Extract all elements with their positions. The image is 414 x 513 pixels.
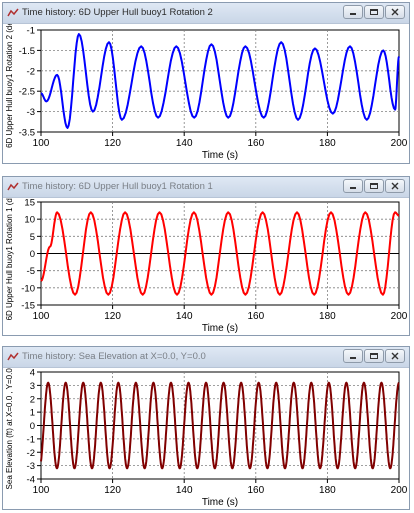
x-tick-label: 180: [319, 485, 336, 496]
x-tick-label: 100: [33, 311, 50, 322]
x-tick-label: 160: [247, 311, 264, 322]
window-titlebar[interactable]: Time history: Sea Elevation at X=0.0, Y=…: [3, 347, 409, 368]
minimize-button[interactable]: [343, 5, 363, 19]
y-tick-label: 10: [24, 215, 35, 226]
sea-elevation-window: Time history: Sea Elevation at X=0.0, Y=…: [2, 346, 410, 510]
x-tick-label: 140: [176, 311, 193, 322]
close-button[interactable]: [385, 179, 405, 193]
rotation-1-chart: 100 120 140 160 180 200 15 10 5 0 -5 -10 -15 Time (s)…: [5, 198, 408, 334]
maximize-button[interactable]: [364, 349, 384, 363]
window-titlebar[interactable]: Time history: 6D Upper Hull buoy1 Rotati…: [3, 177, 409, 198]
maximize-icon: [370, 9, 378, 15]
y-tick-label: -2: [27, 66, 35, 77]
y-tick-label: -2: [27, 448, 35, 459]
close-icon: [391, 182, 399, 190]
y-tick-label: -10: [21, 283, 35, 294]
close-icon: [391, 352, 399, 360]
window-title: Time history: 6D Upper Hull buoy1 Rotati…: [22, 7, 213, 18]
minimize-icon: [350, 187, 356, 189]
x-tick-label: 200: [391, 311, 408, 322]
x-tick-label: 180: [319, 311, 336, 322]
window-title: Time history: 6D Upper Hull buoy1 Rotati…: [22, 181, 213, 192]
app-icon: [7, 182, 19, 191]
rotation-1-window: Time history: 6D Upper Hull buoy1 Rotati…: [2, 176, 410, 336]
x-tick-label: 120: [104, 311, 121, 322]
y-tick-label: -15: [21, 301, 35, 312]
y-axis-label: Sea Elevation (ft) at X=0.0 , Y=0.0 ft: [5, 368, 14, 489]
maximize-icon: [370, 353, 378, 359]
series-line-0: [40, 33, 400, 129]
y-tick-label: 1: [30, 408, 35, 419]
window-titlebar[interactable]: Time history: 6D Upper Hull buoy1 Rotati…: [3, 3, 409, 24]
maximize-button[interactable]: [364, 179, 384, 193]
app-icon: [7, 8, 19, 17]
y-tick-label: -3: [27, 461, 35, 472]
series-line-0: [40, 211, 400, 296]
y-tick-label: -1: [27, 26, 35, 37]
x-tick-label: 120: [104, 138, 121, 149]
rotation-2-window: Time history: 6D Upper Hull buoy1 Rotati…: [2, 2, 410, 164]
minimize-icon: [350, 13, 356, 15]
minimize-button[interactable]: [343, 349, 363, 363]
y-tick-label: 15: [24, 198, 35, 209]
x-tick-label: 120: [104, 485, 121, 496]
x-tick-label: 180: [319, 138, 336, 149]
y-tick-label: -4: [27, 475, 35, 486]
y-tick-label: 3: [30, 381, 35, 392]
y-tick-label: 0: [30, 249, 35, 260]
app-icon: [7, 352, 19, 361]
y-axis-label: 6D Upper Hull buoy1 Rotation 2 (deg): [5, 24, 14, 148]
y-tick-label: 5: [30, 232, 35, 243]
window-title: Time history: Sea Elevation at X=0.0, Y=…: [22, 351, 206, 362]
minimize-button[interactable]: [343, 179, 363, 193]
y-axis-label: 6D Upper Hull buoy1 Rotation 1 (deg): [5, 198, 14, 320]
x-axis-label: Time (s): [202, 497, 238, 508]
x-tick-label: 100: [33, 485, 50, 496]
x-axis-label: Time (s): [202, 150, 238, 161]
y-tick-label: 4: [30, 368, 35, 379]
y-tick-label: 2: [30, 394, 35, 405]
x-tick-label: 100: [33, 138, 50, 149]
sea-elevation-chart: 100 120 140 160 180 200 4 3 2 1 0 -1 -2 -3 -4 Time (s) S…: [5, 368, 408, 508]
series-line-0: [40, 381, 400, 470]
rotation-2-chart: 100 120 140 160 180 200 -1 -1.5 -2 -2.5 -3 -3.5 Time…: [5, 24, 408, 161]
x-tick-label: 140: [176, 485, 193, 496]
y-tick-label: -5: [27, 266, 35, 277]
x-tick-label: 200: [391, 138, 408, 149]
close-button[interactable]: [385, 349, 405, 363]
y-tick-label: -2.5: [19, 87, 35, 98]
x-tick-label: 160: [247, 138, 264, 149]
maximize-button[interactable]: [364, 5, 384, 19]
x-tick-label: 140: [176, 138, 193, 149]
x-axis-label: Time (s): [202, 323, 238, 334]
maximize-icon: [370, 183, 378, 189]
minimize-icon: [350, 357, 356, 359]
close-icon: [391, 8, 399, 16]
x-tick-label: 160: [247, 485, 264, 496]
y-tick-label: -1.5: [19, 46, 35, 57]
y-tick-label: -3.5: [19, 128, 35, 139]
y-tick-label: -1: [27, 434, 35, 445]
y-tick-label: 0: [30, 421, 35, 432]
y-tick-label: -3: [27, 107, 35, 118]
x-tick-label: 200: [391, 485, 408, 496]
close-button[interactable]: [385, 5, 405, 19]
